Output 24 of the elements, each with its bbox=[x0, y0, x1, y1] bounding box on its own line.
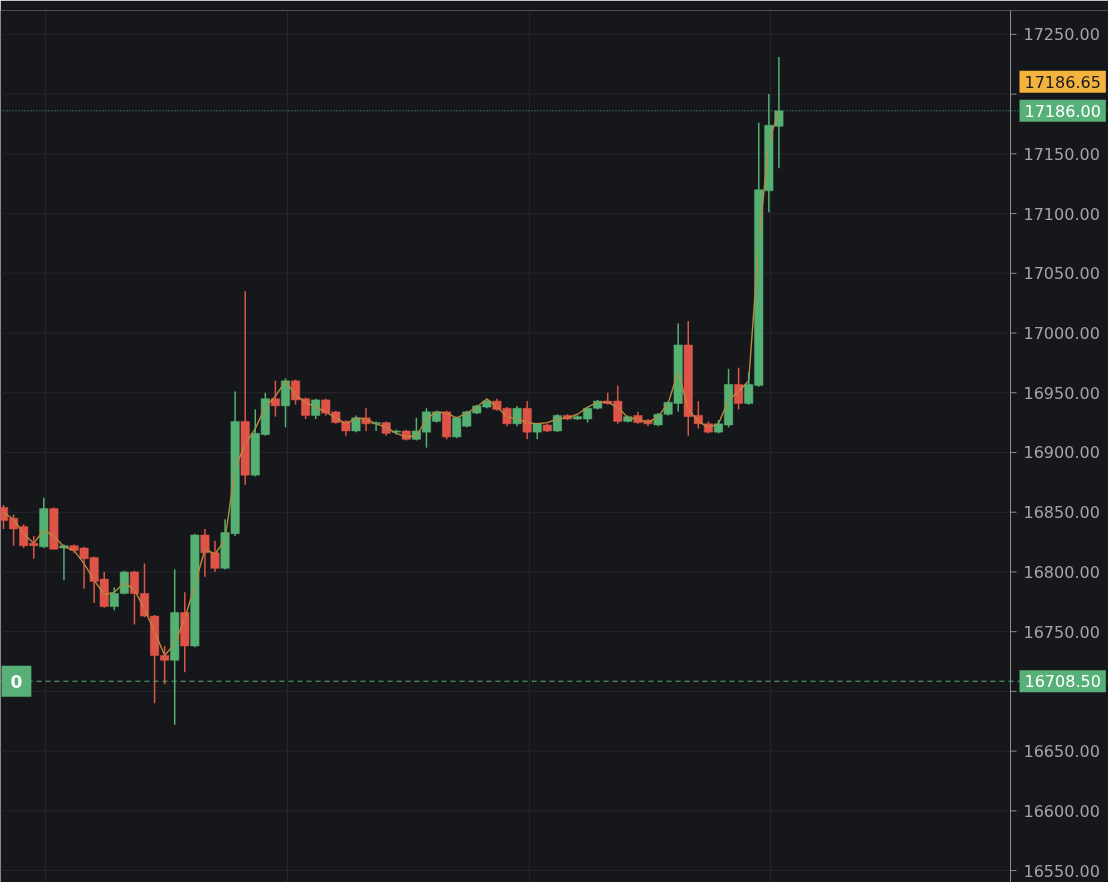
y-tick-label: 17250.00 bbox=[1023, 25, 1100, 45]
candlestick bbox=[59, 543, 69, 582]
y-tick-label: 17000.00 bbox=[1023, 324, 1100, 344]
y-tick-label: 16850.00 bbox=[1023, 503, 1100, 523]
ref-line-label: 17186.00 bbox=[1024, 101, 1101, 121]
annotation: 17186.65 bbox=[1024, 72, 1101, 92]
y-tick-label: 17100.00 bbox=[1023, 204, 1100, 224]
y-tick-label: 16800.00 bbox=[1023, 562, 1100, 582]
candlestick bbox=[532, 423, 542, 441]
candlestick bbox=[270, 380, 280, 418]
ref-line-label: 16708.50 bbox=[1024, 672, 1101, 692]
annotation: 0 bbox=[10, 671, 23, 692]
y-tick-label: 16550.00 bbox=[1023, 861, 1100, 881]
candlestick bbox=[210, 540, 220, 573]
y-tick-label: 16750.00 bbox=[1023, 622, 1100, 642]
y-tick-label: 16950.00 bbox=[1023, 383, 1100, 403]
candlestick bbox=[683, 320, 693, 437]
y-tick-label: 17150.00 bbox=[1023, 144, 1100, 164]
y-tick-label: 16900.00 bbox=[1023, 443, 1100, 463]
candlestick bbox=[442, 409, 452, 441]
y-tick-label: 16650.00 bbox=[1023, 742, 1100, 762]
y-tick-label: 16600.00 bbox=[1023, 801, 1100, 821]
y-tick-label: 17050.00 bbox=[1023, 264, 1100, 284]
candlestick bbox=[311, 397, 321, 420]
